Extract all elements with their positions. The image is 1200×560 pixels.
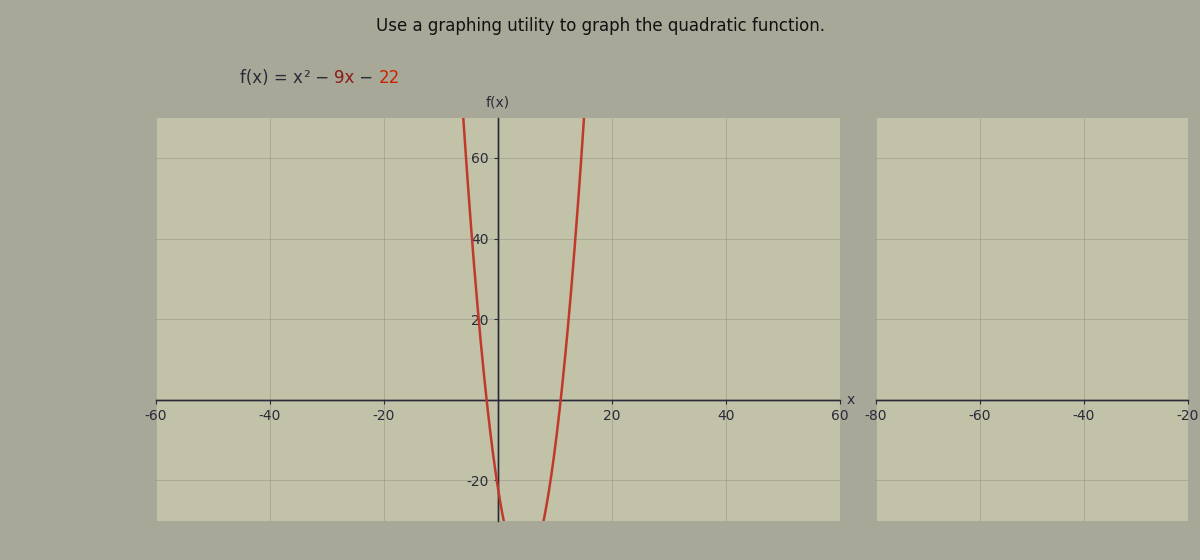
- Text: f(x) = x: f(x) = x: [240, 69, 302, 87]
- Text: x: x: [847, 393, 856, 407]
- Text: f(x): f(x): [486, 96, 510, 110]
- Text: 22: 22: [379, 69, 400, 87]
- Text: 9x: 9x: [334, 69, 354, 87]
- Text: ²: ²: [302, 69, 310, 87]
- Text: Use a graphing utility to graph the quadratic function.: Use a graphing utility to graph the quad…: [376, 17, 824, 35]
- Text: −: −: [354, 69, 379, 87]
- Text: −: −: [310, 69, 334, 87]
